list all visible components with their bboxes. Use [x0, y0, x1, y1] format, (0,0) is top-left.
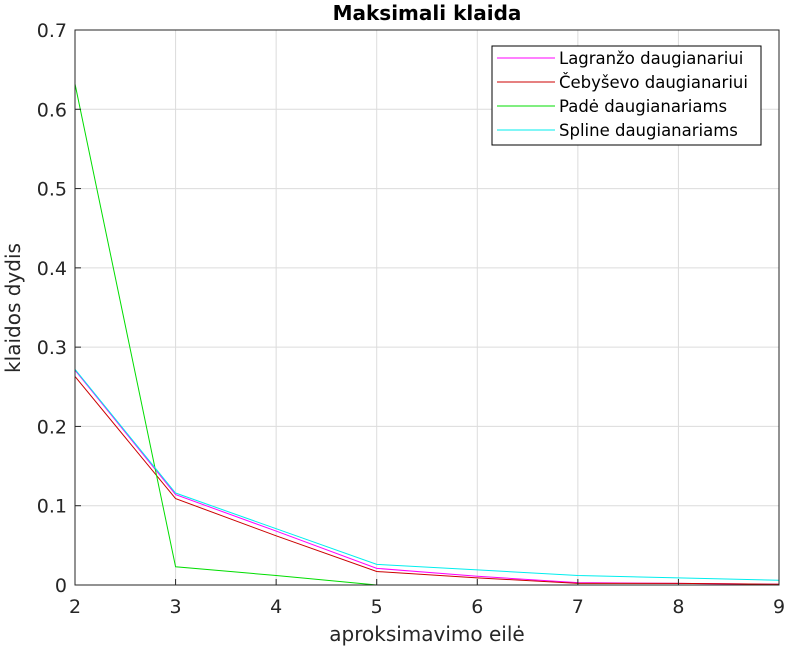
y-tick-label: 0.7 [37, 20, 67, 42]
series-line-4 [74, 369, 780, 581]
chart-title: Maksimali klaida [333, 1, 522, 25]
y-tick-label: 0.3 [37, 337, 67, 359]
x-tick-label: 8 [672, 596, 684, 618]
y-tick-label: 0.2 [37, 416, 67, 438]
plot-box [74, 29, 780, 586]
x-tick-label: 9 [773, 596, 785, 618]
legend-label: Lagranžo daugianariui [559, 49, 743, 68]
x-tick-labels: 2 3 4 5 6 7 8 9 [69, 579, 785, 618]
series-line-2 [74, 376, 780, 585]
legend-label: Padė daugianariams [559, 97, 727, 116]
x-tick-label: 7 [572, 596, 584, 618]
x-tick-label: 5 [371, 596, 383, 618]
x-tick-label: 4 [270, 596, 282, 618]
legend-box [491, 45, 762, 146]
y-tick-label: 0.6 [37, 99, 67, 121]
legend-label: Spline daugianariams [559, 121, 738, 140]
x-axis-label: aproksimavimo eilė [329, 622, 524, 646]
y-tick-label: 0.5 [37, 179, 67, 201]
y-tick-label: 0.4 [37, 258, 67, 280]
x-tick-label: 6 [471, 596, 483, 618]
y-tick-labels: 0 0.1 0.2 0.3 0.4 0.5 0.6 0.7 [37, 20, 81, 597]
y-tick-label: 0 [55, 575, 67, 597]
y-axis-label: klaidos dydis [1, 243, 25, 373]
legend-label: Čebyševo daugianariui [559, 73, 748, 92]
x-tick-label: 3 [170, 596, 182, 618]
legend: Lagranžo daugianariui Čebyševo daugianari… [491, 45, 762, 146]
y-tick-label: 0.1 [37, 496, 67, 518]
x-tick-label: 2 [69, 596, 81, 618]
